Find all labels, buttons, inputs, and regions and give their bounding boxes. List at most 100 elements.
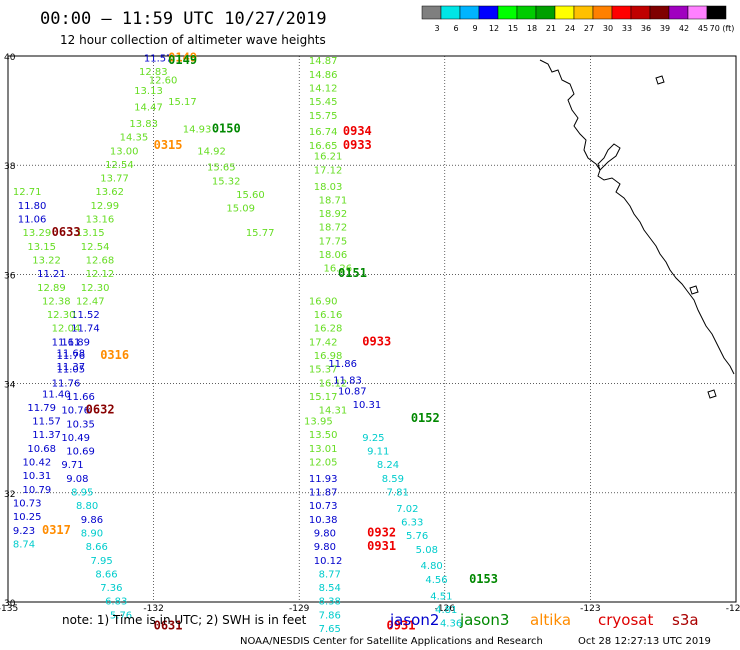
satellite-name: altika	[530, 611, 571, 629]
wave-height-value: 4.81	[435, 605, 457, 616]
wave-height-value: 18.92	[319, 209, 348, 220]
legend-swatch	[630, 5, 651, 20]
wave-height-value: 8.38	[319, 597, 341, 608]
wave-height-value: 4.56	[425, 575, 447, 586]
color-legend: 3 6 9 12 15 18 21 24 27 30 33 36 39 42 45 70 (ft)	[421, 5, 735, 33]
wave-height-value: 11.66	[66, 392, 95, 403]
island-2	[689, 285, 699, 295]
wave-height-value: 15.77	[246, 228, 275, 239]
wave-height-value: 12.47	[76, 296, 105, 307]
wave-height-value: 12.71	[13, 187, 42, 198]
wave-height-value: 11.57	[144, 53, 173, 64]
legend-label: 36	[641, 24, 651, 33]
wave-height-value: 10.68	[27, 444, 56, 455]
wave-height-value: 10.73	[309, 501, 338, 512]
wave-height-value: 13.62	[95, 187, 124, 198]
wave-height-value: 16.26	[323, 264, 352, 275]
wave-height-value: 9.08	[66, 474, 88, 485]
wave-height-value: 9.86	[81, 515, 103, 526]
wave-height-value: 10.31	[23, 471, 52, 482]
wave-height-value: 12.54	[105, 160, 134, 171]
wave-height-value: 13.83	[129, 119, 158, 130]
wave-height-value: 12.83	[139, 67, 168, 78]
wave-height-value: 12.38	[42, 296, 71, 307]
legend-label: 45	[698, 24, 708, 33]
wave-height-value: 9.23	[13, 526, 35, 537]
legend-label: 27	[584, 24, 594, 33]
wave-height-value: 7.86	[319, 610, 341, 621]
legend-swatch	[706, 5, 727, 20]
pass-time-label: 0633	[52, 225, 81, 239]
pass-time-label: 0932	[367, 525, 396, 539]
wave-height-value: 8.66	[95, 569, 117, 580]
legend-label: 18	[527, 24, 537, 33]
wave-height-value: 9.25	[362, 433, 384, 444]
wave-height-value: 11.89	[61, 337, 90, 348]
legend-label: 39	[660, 24, 670, 33]
wave-height-value: 11.05	[57, 365, 86, 376]
wave-height-value: 12.30	[81, 283, 110, 294]
y-tick-label: 32	[4, 490, 15, 500]
legend-label: 30	[603, 24, 613, 33]
satellite-legend: jason2 jason3 altika cryosat s3a	[389, 611, 699, 629]
wave-height-value: 5.76	[406, 531, 428, 542]
legend-label: 33	[622, 24, 632, 33]
wave-height-value: 16.74	[309, 127, 338, 138]
wave-height-value: 11.76	[57, 351, 86, 362]
wave-height-value: 8.74	[13, 539, 35, 550]
y-tick-label: 36	[4, 271, 16, 281]
wave-height-value: 10.25	[13, 512, 42, 523]
map-title: 00:00 – 11:59 UTC 10/27/2019	[40, 9, 327, 29]
wave-height-value: 13.77	[100, 174, 129, 185]
wave-height-value: 14.47	[134, 103, 163, 114]
wave-height-value: 16.90	[309, 296, 338, 307]
wave-height-value: 10.35	[66, 419, 95, 430]
coastline	[539, 59, 735, 375]
legend-swatch	[497, 5, 518, 20]
wave-height-value: 8.95	[71, 488, 93, 499]
wave-height-value: 11.86	[328, 359, 357, 370]
wave-height-value: 11.83	[333, 376, 362, 387]
legend-swatch	[554, 5, 575, 20]
wave-height-value: 15.17	[168, 97, 197, 108]
pass-time-label: 0931	[387, 618, 416, 632]
x-tick-label: -132	[143, 604, 163, 614]
wave-height-value: 8.54	[319, 583, 341, 594]
wave-height-value: 11.87	[309, 488, 338, 499]
wave-height-value: 12.30	[47, 310, 76, 321]
wave-height-value: 15.37	[309, 365, 338, 376]
legend-swatch	[421, 5, 442, 20]
island-1	[655, 75, 665, 85]
wave-height-value: 15.65	[207, 163, 236, 174]
legend-swatch	[440, 5, 461, 20]
satellite-name: cryosat	[598, 611, 653, 629]
wave-height-value: 18.03	[314, 182, 343, 193]
wave-height-value: 4.36	[440, 619, 462, 630]
wave-height-value: 11.79	[27, 403, 56, 414]
wave-height-value: 12.68	[86, 255, 115, 266]
wave-height-value: 4.80	[421, 561, 443, 572]
wave-height-value: 11.21	[37, 269, 66, 280]
wave-height-value: 9.71	[61, 460, 83, 471]
wave-height-value: 17.75	[319, 236, 348, 247]
axis-labels: -135 -132 -129 -126 -123 -120 40 38 36 34 32 30	[0, 53, 740, 614]
legend-label: 21	[546, 24, 556, 33]
wave-height-value: 10.42	[23, 458, 52, 469]
wave-height-value: 8.77	[319, 569, 341, 580]
pass-time-label: 0632	[86, 403, 115, 417]
legend-label: 70 (ft)	[710, 24, 735, 33]
wave-height-value: 5.76	[110, 610, 132, 621]
wave-height-value: 11.06	[18, 215, 47, 226]
wave-height-value: 11.40	[42, 389, 71, 400]
wave-height-value: 9.11	[367, 447, 389, 458]
wave-height-value: 13.29	[23, 228, 52, 239]
pass-time-label: 0933	[343, 138, 372, 152]
wave-height-value: 9.80	[314, 528, 336, 539]
wave-height-value: 11.76	[52, 378, 81, 389]
wave-height-value: 7.95	[91, 556, 113, 567]
wave-height-value: 17.12	[314, 165, 343, 176]
wave-height-value: 13.15	[27, 242, 56, 253]
wave-height-value: 13.16	[86, 215, 115, 226]
x-tick-label: -135	[0, 604, 18, 614]
